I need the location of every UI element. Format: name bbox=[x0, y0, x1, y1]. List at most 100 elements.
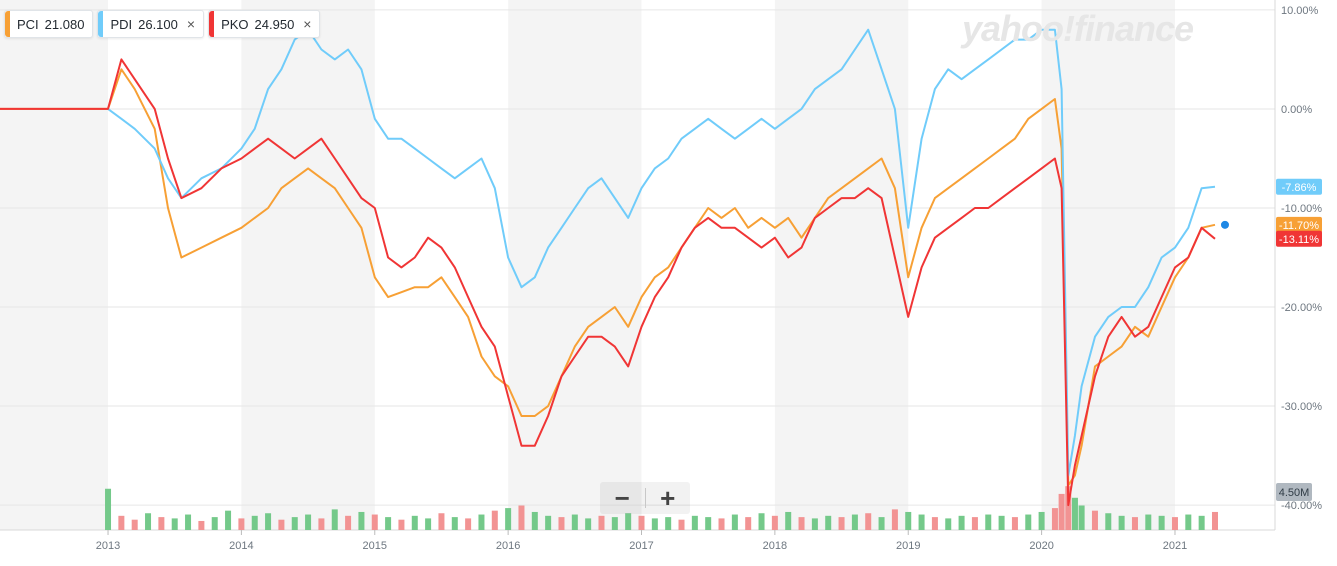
volume-bar bbox=[558, 517, 565, 530]
volume-bar bbox=[358, 511, 365, 530]
y-tick-label: 0.00% bbox=[1281, 104, 1312, 116]
volume-bar bbox=[1071, 497, 1078, 530]
year-band bbox=[774, 0, 909, 530]
yahoo-finance-watermark: yahoo!finance bbox=[962, 8, 1194, 49]
end-label-text: -7.86% bbox=[1282, 182, 1317, 194]
x-tick-label: 2014 bbox=[229, 540, 253, 552]
legend-chip-pdi[interactable]: PDI 26.100 × bbox=[97, 10, 205, 38]
volume-bar bbox=[318, 518, 325, 530]
volume-bar bbox=[958, 515, 965, 530]
volume-bar bbox=[158, 517, 165, 530]
volume-bar bbox=[571, 514, 578, 530]
legend-swatch-pko bbox=[209, 11, 215, 37]
legend-value-pci: 21.080 bbox=[44, 16, 85, 32]
volume-bar bbox=[518, 505, 525, 530]
volume-bar bbox=[131, 519, 138, 530]
volume-bar bbox=[1158, 515, 1165, 530]
close-icon[interactable]: × bbox=[303, 16, 312, 32]
volume-bar bbox=[478, 514, 485, 530]
volume-bar bbox=[491, 510, 498, 530]
zoom-divider bbox=[644, 488, 646, 508]
x-tick-label: 2021 bbox=[1163, 540, 1187, 552]
volume-bar bbox=[531, 511, 538, 530]
legend-symbol-pdi: PDI bbox=[110, 16, 133, 32]
volume-bar bbox=[345, 515, 352, 530]
volume-bar bbox=[931, 517, 938, 530]
end-label-badge bbox=[1276, 178, 1322, 195]
legend-symbol-pko: PKO bbox=[221, 16, 249, 32]
volume-bar bbox=[1091, 510, 1098, 530]
legend-chip-pko[interactable]: PKO 24.950 × bbox=[208, 10, 321, 38]
volume-bar bbox=[905, 511, 912, 530]
volume-bar bbox=[1171, 517, 1178, 530]
volume-bar bbox=[331, 509, 338, 530]
volume-bar bbox=[811, 518, 818, 530]
volume-bar bbox=[758, 513, 765, 530]
y-tick-label: -30.00% bbox=[1281, 401, 1322, 413]
volume-bar bbox=[545, 515, 552, 530]
volume-bar bbox=[465, 518, 472, 530]
volume-bar bbox=[705, 517, 712, 530]
volume-bar bbox=[825, 515, 832, 530]
volume-bar bbox=[385, 517, 392, 530]
volume-bar bbox=[451, 517, 458, 530]
volume-bar bbox=[585, 518, 592, 530]
volume-bar bbox=[278, 519, 285, 530]
volume-bar bbox=[265, 513, 272, 530]
legend-value-pdi: 26.100 bbox=[138, 16, 178, 32]
volume-bar bbox=[1105, 513, 1112, 530]
x-tick-label: 2013 bbox=[96, 540, 120, 552]
volume-bar bbox=[985, 514, 992, 530]
volume-bar bbox=[771, 515, 778, 530]
end-label-badge bbox=[1276, 230, 1322, 247]
volume-bar bbox=[411, 515, 418, 530]
volume-bar bbox=[598, 515, 605, 530]
volume-bar bbox=[798, 517, 805, 530]
volume-bar bbox=[891, 509, 898, 530]
year-band bbox=[508, 0, 642, 530]
volume-bar bbox=[251, 515, 258, 530]
volume-bar bbox=[1211, 511, 1218, 530]
volume-bar bbox=[785, 511, 792, 530]
current-point-marker bbox=[1220, 220, 1229, 229]
volume-bar bbox=[1038, 511, 1045, 530]
volume-bar bbox=[1058, 493, 1065, 530]
volume-bar bbox=[971, 517, 978, 530]
y-tick-label: -20.00% bbox=[1281, 302, 1322, 314]
volume-bar bbox=[505, 508, 512, 530]
legend: PCI 21.080 PDI 26.100 × PKO 24.950 × bbox=[4, 10, 321, 38]
volume-bar bbox=[918, 514, 925, 530]
end-label-text: -13.11% bbox=[1279, 234, 1319, 246]
volume-bar bbox=[691, 515, 698, 530]
volume-bar bbox=[731, 514, 738, 530]
volume-bar bbox=[998, 515, 1005, 530]
volume-bar bbox=[291, 517, 298, 530]
volume-bar bbox=[1198, 515, 1205, 530]
volume-bar bbox=[398, 519, 405, 530]
series-line-pko bbox=[0, 58, 1216, 507]
x-tick-label: 2018 bbox=[763, 540, 787, 552]
x-tick-label: 2020 bbox=[1029, 540, 1053, 552]
volume-label-badge bbox=[1276, 483, 1312, 501]
x-tick-label: 2017 bbox=[629, 540, 653, 552]
volume-bar bbox=[1011, 517, 1018, 530]
volume-bar bbox=[211, 517, 218, 530]
legend-swatch-pdi bbox=[98, 11, 104, 37]
volume-bar bbox=[1051, 508, 1058, 530]
legend-value-pko: 24.950 bbox=[254, 16, 295, 32]
legend-chip-pci[interactable]: PCI 21.080 bbox=[4, 10, 94, 38]
volume-bar bbox=[145, 513, 152, 530]
volume-bar bbox=[611, 517, 618, 530]
volume-bar bbox=[1185, 514, 1192, 530]
year-band bbox=[0, 0, 109, 530]
zoom-out-button[interactable]: − bbox=[614, 482, 630, 513]
volume-bar bbox=[678, 519, 685, 530]
zoom-in-button[interactable]: + bbox=[660, 482, 676, 513]
volume-bar bbox=[305, 514, 312, 530]
volume-bar bbox=[665, 517, 672, 530]
volume-bar bbox=[1078, 505, 1085, 530]
close-icon[interactable]: × bbox=[186, 16, 196, 32]
volume-label-text: 4.50M bbox=[1279, 487, 1310, 499]
volume-bar bbox=[225, 510, 232, 530]
